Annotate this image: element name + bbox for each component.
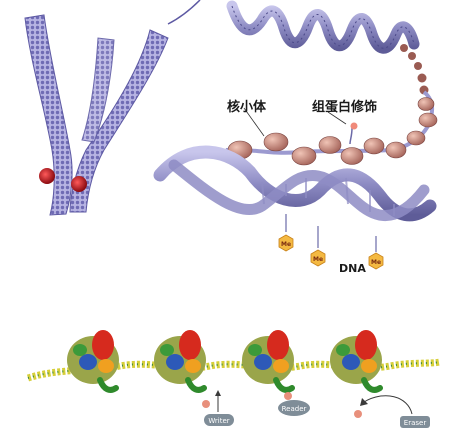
centromere-left [39,168,55,184]
histone-mark-dot [350,122,358,130]
writer-mark-dot [202,400,210,408]
centromere-right [71,176,87,192]
eraser-mark-dot [354,410,362,418]
histone-modification-label: 组蛋白修饰 [312,100,378,115]
reader-label: Reader [282,405,307,413]
chromatin-fiber [226,0,429,95]
methyl-tag-1: Me [278,234,294,252]
nucleosome-label: 核小体 [227,100,267,115]
writer-enzyme: Writer [202,390,234,426]
methyl-tag-2: Me [310,249,326,267]
nucleosome-1 [67,330,119,393]
reader-mark-dot [284,392,292,400]
methyl-label-2: Me [313,256,323,263]
dna-helix [153,145,437,252]
nucleosome-4 [330,330,383,393]
nucleosome-3 [242,330,295,393]
methyl-label-1: Me [281,241,291,248]
nucleosome-strip [26,330,441,393]
writer-label: Writer [208,417,229,425]
nucleosome-2 [154,330,207,393]
nucleosome-string [225,90,438,166]
methyl-tag-3: Me [368,252,384,270]
eraser-label: Eraser [404,419,427,427]
reader-enzyme: Reader [278,392,310,416]
methyl-label-3: Me [371,259,381,266]
chromosome [24,0,201,216]
dna-label: DNA [339,262,366,275]
eraser-enzyme: Eraser [354,395,430,428]
